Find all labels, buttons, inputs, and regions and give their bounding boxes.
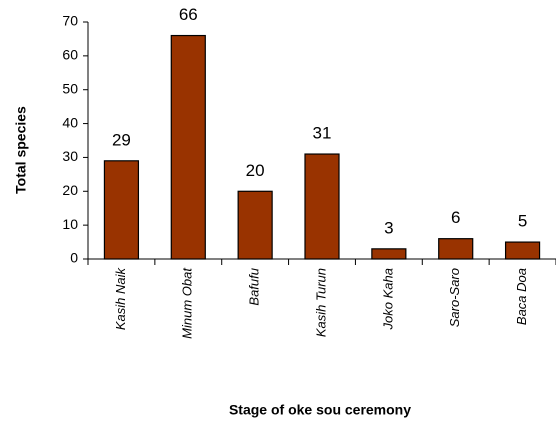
bar (438, 238, 474, 260)
value-label: 5 (518, 212, 527, 231)
y-tick-label: 30 (62, 148, 78, 164)
y-tick-label: 0 (70, 250, 78, 266)
y-tick-label: 60 (62, 47, 78, 63)
bar (304, 153, 340, 260)
x-tick-label: Minum Obat (180, 267, 195, 339)
value-label: 29 (112, 130, 131, 149)
x-tick-label: Bafufu (247, 268, 262, 306)
value-label: 31 (313, 124, 332, 143)
x-tick-label: Joko Kaha (380, 268, 395, 330)
bar (237, 190, 273, 260)
value-label: 3 (384, 218, 393, 237)
y-axis-label: Total species (13, 106, 29, 194)
y-tick-label: 70 (62, 13, 78, 29)
y-tick-label: 50 (62, 80, 78, 96)
value-label: 20 (246, 161, 265, 180)
x-tick-label: Baca Doa (514, 268, 529, 325)
y-tick-label: 20 (62, 182, 78, 198)
y-tick-label: 10 (62, 216, 78, 232)
x-tick-label: Saro-Saro (447, 268, 462, 327)
bar (504, 241, 541, 260)
x-tick-label: Kasih Naik (113, 267, 128, 331)
bar (170, 34, 206, 260)
value-label: 66 (179, 5, 198, 24)
x-axis-label: Stage of oke sou ceremony (229, 402, 411, 418)
x-tick-label: Kasih Turun (313, 268, 328, 337)
bar (103, 160, 140, 260)
y-tick-label: 40 (62, 114, 78, 130)
value-label: 6 (451, 208, 460, 227)
bar (371, 248, 407, 260)
